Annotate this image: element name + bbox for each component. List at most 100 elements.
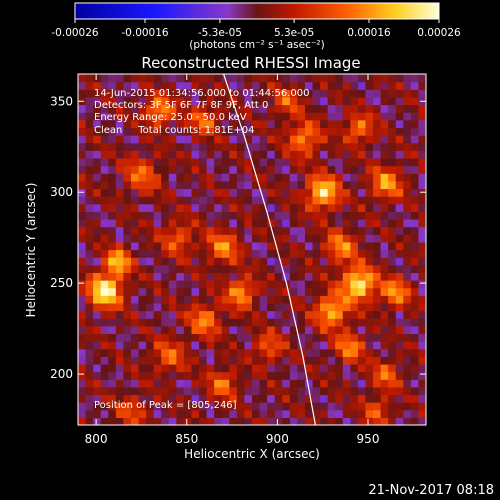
heatmap-cell [85,333,94,342]
heatmap-cell [410,257,420,266]
heatmap-cell [236,409,246,418]
heatmap-cell [236,165,246,174]
heatmap-cell [380,173,389,182]
heatmap-cell [289,196,298,205]
heatmap-cell [357,96,367,106]
heatmap-cell [380,341,389,350]
heatmap-cell [85,348,94,357]
heatmap-cell [138,241,147,251]
heatmap-cell [183,218,193,228]
heatmap-cell [274,302,283,312]
heatmap-cell [259,386,268,396]
heatmap-cell [252,74,261,83]
heatmap-cell [214,119,223,129]
heatmap-cell [229,394,238,403]
heatmap-cell [388,81,397,90]
heatmap-cell [229,157,238,167]
heatmap-cell [335,341,344,350]
heatmap-cell [191,402,200,411]
heatmap-cell [252,150,261,159]
heatmap-cell [327,173,336,182]
heatmap-cell [289,409,298,418]
heatmap-cell [214,333,223,342]
heatmap-cell [373,96,382,106]
heatmap-cell [123,165,132,174]
x-tick-label: 950 [357,432,380,446]
heatmap-cell [274,363,283,373]
heatmap-cell [206,74,215,83]
heatmap-cell [78,302,87,312]
heatmap-cell [168,295,177,304]
heatmap-cell [259,150,268,159]
heatmap-cell [388,249,397,258]
heatmap-cell [153,341,162,350]
heatmap-cell [274,310,283,319]
heatmap-cell [221,119,230,129]
heatmap-cell [357,180,367,190]
heatmap-cell [335,394,344,403]
heatmap-cell [78,127,87,136]
heatmap-cell [282,180,291,190]
heatmap-cell [115,150,124,159]
heatmap-cell [191,318,200,327]
heatmap-cell [138,96,147,106]
heatmap-cell [395,318,404,327]
heatmap-cell [395,150,404,159]
heatmap-cell [395,196,404,205]
heatmap-cell [342,81,351,90]
heatmap-cell [380,165,389,174]
heatmap-cell [93,363,102,373]
heatmap-cell [221,96,230,106]
heatmap-cell [312,234,321,243]
heatmap-cell [214,104,223,113]
heatmap-cell [373,280,382,289]
heatmap-cell [206,333,215,342]
heatmap-cell [176,348,185,357]
heatmap-cell [183,333,193,342]
heatmap-cell [395,218,404,228]
heatmap-cell [214,196,223,205]
heatmap-cell [236,203,246,212]
heatmap-cell [259,96,268,106]
heatmap-cell [289,257,298,266]
heatmap-cell [259,272,268,281]
heatmap-cell [267,173,276,182]
heatmap-cell [115,249,124,258]
heatmap-cell [100,74,109,83]
heatmap-cell [373,81,382,90]
heatmap-cell [138,127,147,136]
heatmap-cell [138,249,147,258]
heatmap-cell [297,173,306,182]
heatmap-cell [183,196,193,205]
heatmap-cell [365,104,374,113]
heatmap-cell [365,96,374,106]
heatmap-cell [380,302,389,312]
heatmap-cell [115,272,124,281]
heatmap-cell [327,180,336,190]
heatmap-cell [191,89,200,98]
heatmap-cell [365,272,374,281]
heatmap-cell [183,157,193,167]
heatmap-cell [259,295,268,304]
heatmap-cell [282,119,291,129]
heatmap-cell [123,234,132,243]
heatmap-cell [168,341,177,350]
heatmap-cell [115,379,124,388]
heatmap-cell [320,89,329,98]
heatmap-cell [395,234,404,243]
heatmap-cell [373,295,382,304]
heatmap-cell [146,348,155,357]
heatmap-cell [365,112,374,121]
heatmap-cell [395,135,404,144]
heatmap-cell [289,302,298,312]
heatmap-cell [304,249,314,258]
heatmap-cell [418,409,426,418]
heatmap-cell [78,241,87,251]
heatmap-cell [108,104,117,113]
heatmap-cell [350,356,359,365]
heatmap-cell [161,203,170,212]
heatmap-cell [214,165,223,174]
heatmap-cell [365,157,374,167]
heatmap-cell [320,371,329,380]
heatmap-cell [252,89,261,98]
